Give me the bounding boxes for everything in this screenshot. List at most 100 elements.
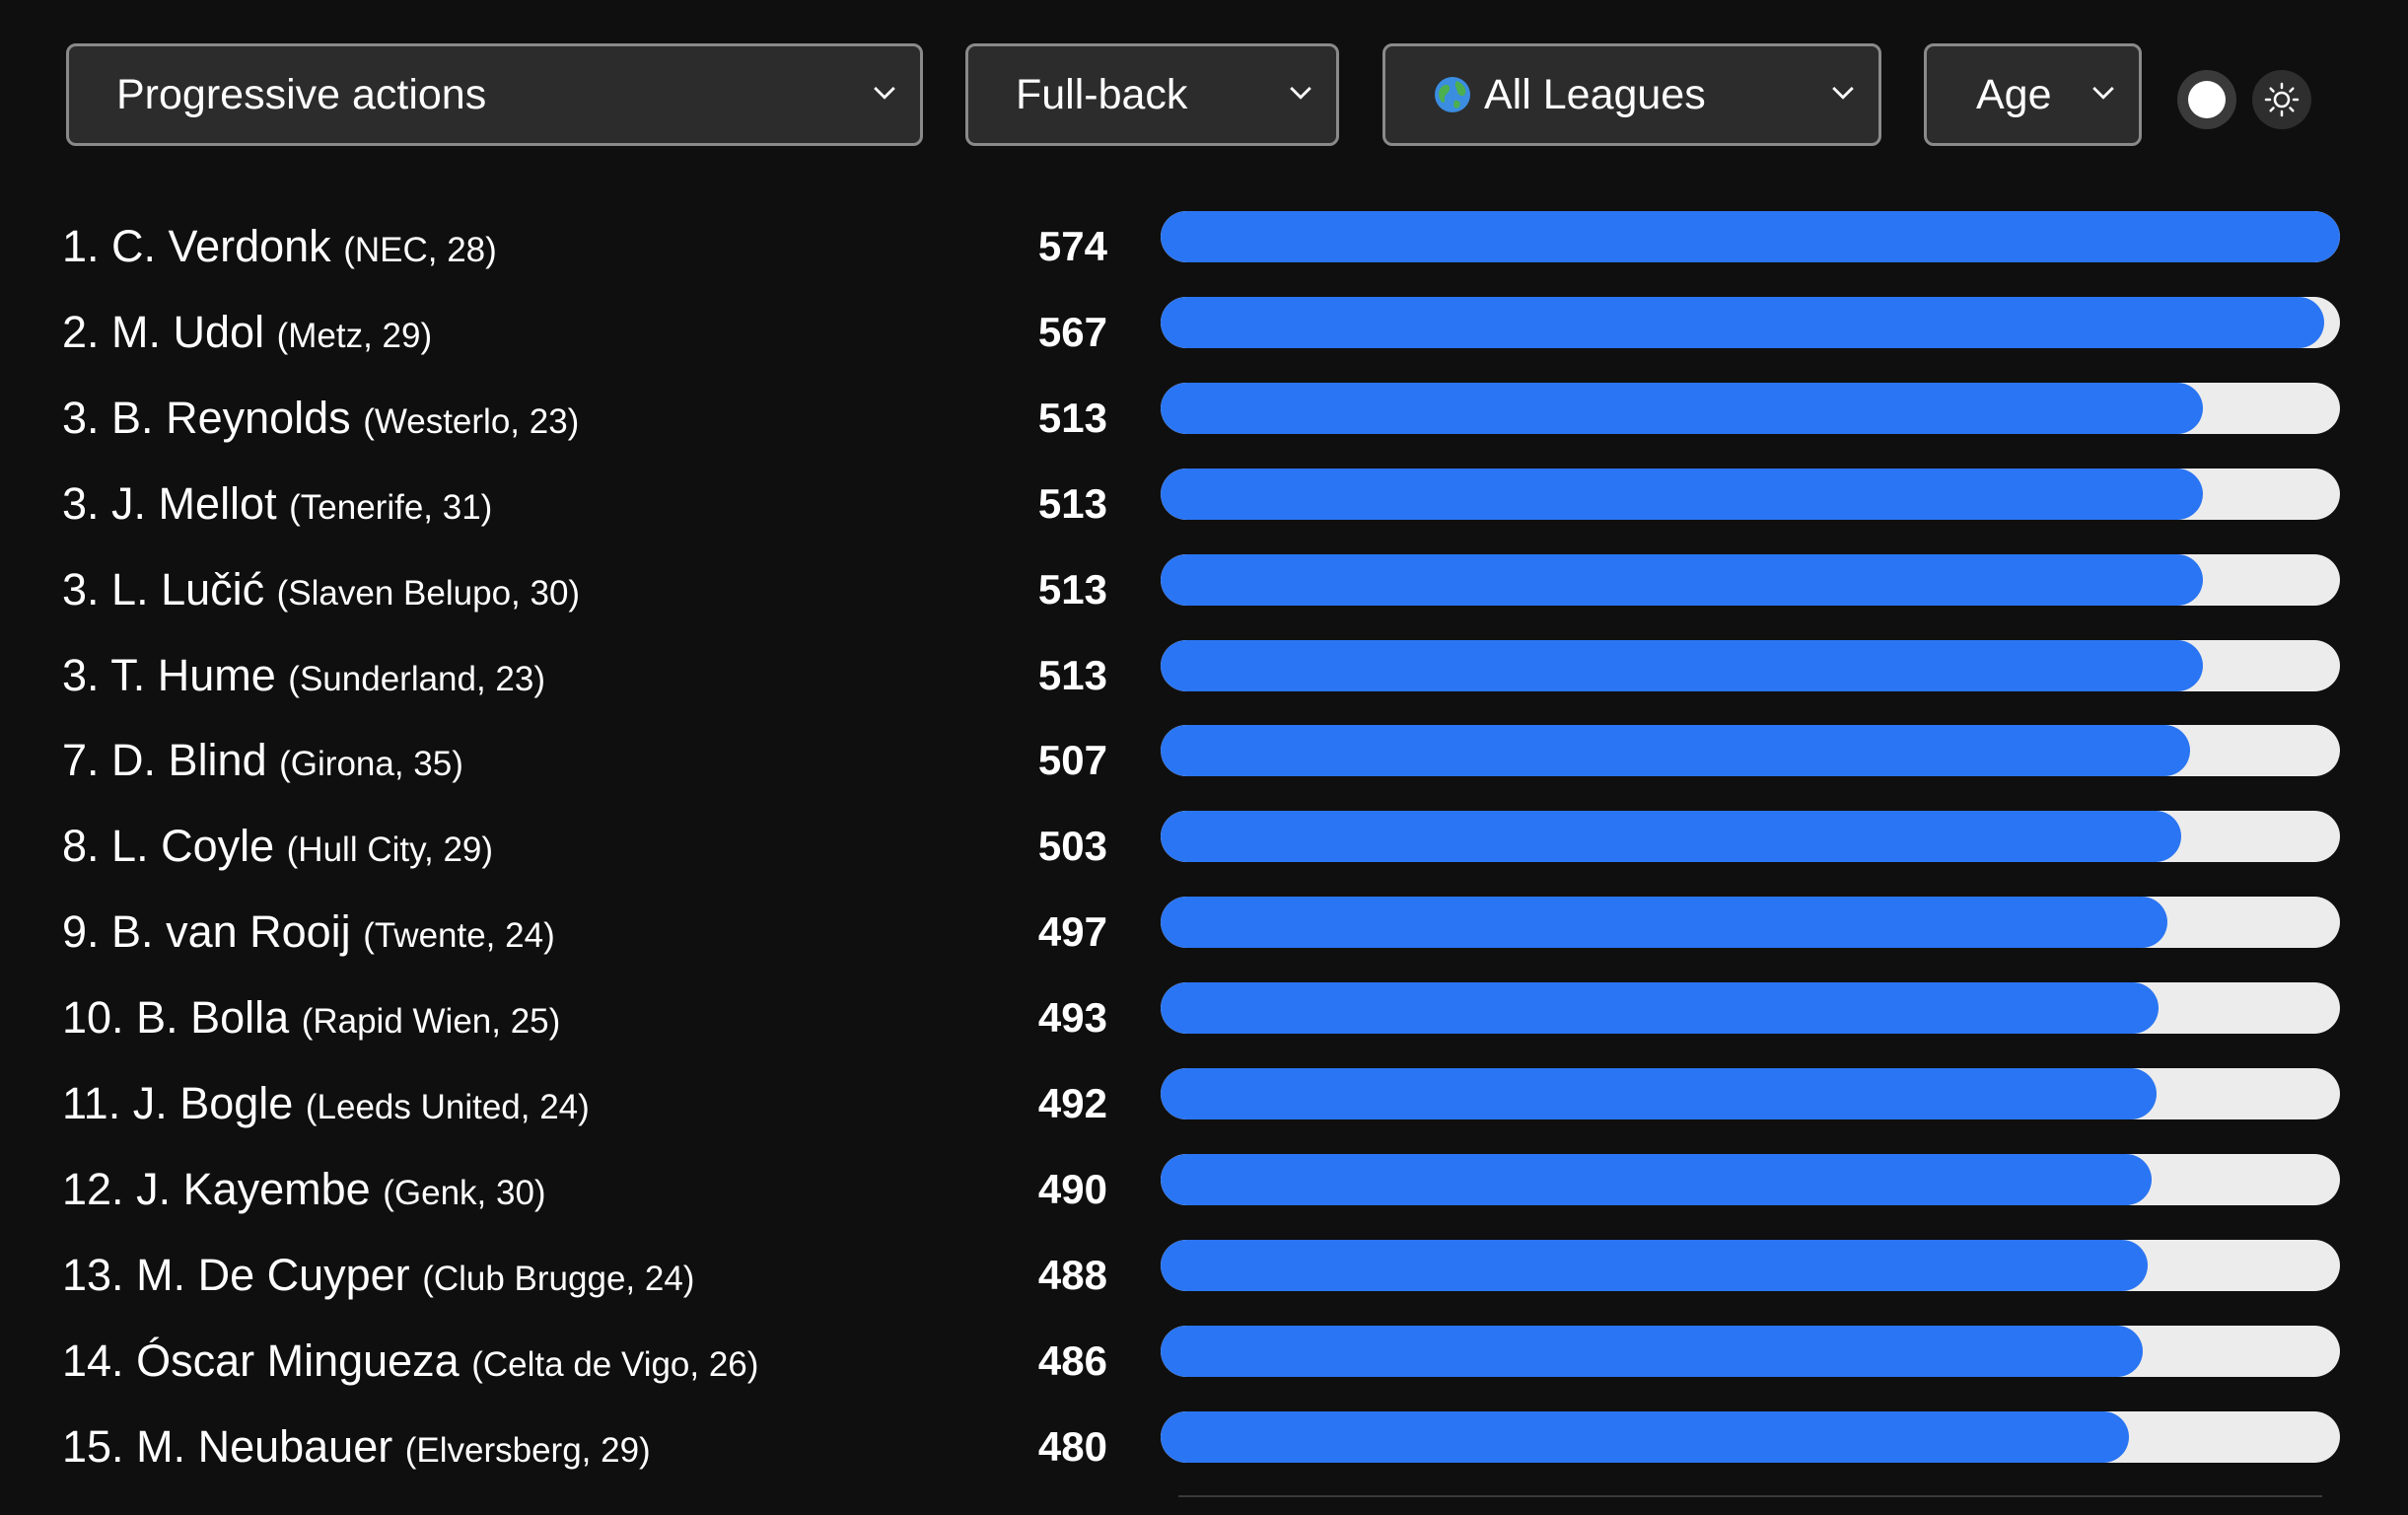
value-bar-track: [1161, 982, 2340, 1035]
sort-select[interactable]: Age: [1924, 43, 2142, 146]
sort-select-value: Age: [1976, 70, 2052, 118]
player-club-age: (Girona, 35): [279, 745, 463, 784]
value-bar-track: [1161, 639, 2340, 691]
player-value: 513: [1037, 479, 1107, 527]
player-row[interactable]: 1. C. Verdonk (NEC, 28) 574: [0, 207, 2408, 292]
player-value: 492: [1037, 1080, 1107, 1126]
player-row[interactable]: 11. J. Bogle (Leeds United, 24) 492: [0, 1064, 2408, 1149]
chevron-down-icon: [2092, 87, 2114, 100]
player-club-age: (Hull City, 29): [286, 830, 494, 870]
value-bar-fill: [1161, 553, 2204, 606]
player-row[interactable]: 3. T. Hume (Sunderland, 23) 513: [0, 636, 2408, 721]
chevron-down-icon: [874, 87, 895, 100]
value-bar-track: [1161, 1068, 2340, 1119]
player-label: 1. C. Verdonk (NEC, 28): [62, 221, 497, 272]
player-label: 2. M. Udol (Metz, 29): [62, 307, 432, 358]
position-select[interactable]: Full-back: [965, 43, 1339, 146]
player-value: 493: [1037, 994, 1107, 1042]
value-bar-fill: [1161, 725, 2190, 777]
player-value: 486: [1037, 1336, 1107, 1384]
player-label: 11. J. Bogle (Leeds United, 24): [62, 1078, 590, 1129]
player-row[interactable]: 12. J. Kayembe (Genk, 30) 490: [0, 1150, 2408, 1235]
player-row[interactable]: 2. M. Udol (Metz, 29) 567: [0, 293, 2408, 378]
player-club-age: (Twente, 24): [363, 916, 555, 956]
player-name: C. Verdonk: [111, 221, 331, 271]
player-name: M. Udol: [111, 306, 265, 357]
value-bar-fill: [1161, 1325, 2144, 1377]
player-rank: 15.: [62, 1420, 124, 1472]
metric-select-value: Progressive actions: [116, 70, 487, 118]
player-rank: 1.: [62, 221, 100, 271]
value-bar-track: [1161, 1410, 2340, 1463]
player-row[interactable]: 3. B. Reynolds (Westerlo, 23) 513: [0, 379, 2408, 464]
player-rank: 11.: [62, 1078, 121, 1128]
player-club-age: (NEC, 28): [343, 231, 497, 269]
player-club-age: (Tenerife, 31): [289, 487, 493, 527]
league-select-value: All Leagues: [1484, 70, 1706, 118]
player-row[interactable]: 15. M. Neubauer (Elversberg, 29) 480: [0, 1407, 2408, 1492]
player-value: 503: [1037, 823, 1107, 870]
player-row[interactable]: 9. B. van Rooij (Twente, 24) 497: [0, 893, 2408, 977]
value-bar-track: [1161, 211, 2340, 262]
player-name: B. van Rooij: [111, 906, 351, 958]
player-value: 513: [1037, 565, 1107, 613]
player-name: M. De Cuyper: [136, 1249, 410, 1300]
player-rank: 13.: [62, 1249, 124, 1300]
player-label: 14. Óscar Mingueza (Celta de Vigo, 26): [62, 1335, 758, 1387]
player-row[interactable]: 8. L. Coyle (Hull City, 29) 503: [0, 807, 2408, 892]
player-rank: 14.: [62, 1335, 124, 1386]
value-bar-track: [1161, 811, 2340, 863]
value-bar-track: [1161, 725, 2340, 777]
list-divider: [1178, 1495, 2322, 1497]
player-name: J. Bogle: [132, 1078, 294, 1128]
value-bar-track: [1161, 1325, 2340, 1377]
toggle-knob: [2188, 81, 2226, 118]
player-label: 3. L. Lučić (Slaven Belupo, 30): [62, 564, 580, 615]
player-name: Óscar Mingueza: [136, 1335, 460, 1386]
value-bar-track: [1161, 553, 2340, 606]
player-rank: 8.: [62, 821, 100, 872]
player-row[interactable]: 3. L. Lučić (Slaven Belupo, 30) 513: [0, 550, 2408, 635]
chevron-down-icon: [1290, 87, 1311, 100]
player-rank: 3.: [62, 392, 100, 443]
player-rank: 3.: [62, 477, 100, 529]
player-label: 12. J. Kayembe (Genk, 30): [62, 1164, 546, 1215]
player-club-age: (Genk, 30): [383, 1173, 546, 1212]
player-label: 15. M. Neubauer (Elversberg, 29): [62, 1421, 651, 1473]
player-value: 488: [1037, 1251, 1107, 1298]
player-rank: 10.: [62, 992, 124, 1044]
player-name: T. Hume: [110, 649, 276, 700]
player-label: 3. B. Reynolds (Westerlo, 23): [62, 393, 579, 444]
player-label: 9. B. van Rooij (Twente, 24): [62, 906, 555, 958]
player-value: 567: [1037, 308, 1107, 355]
player-rank: 3.: [62, 563, 100, 614]
player-club-age: (Westerlo, 23): [363, 401, 580, 441]
player-label: 13. M. De Cuyper (Club Brugge, 24): [62, 1250, 694, 1301]
player-row[interactable]: 3. J. Mellot (Tenerife, 31) 513: [0, 465, 2408, 549]
player-rank: 2.: [62, 306, 100, 357]
value-bar-fill: [1161, 296, 2325, 348]
player-club-age: (Metz, 29): [276, 316, 433, 355]
player-club-age: (Sunderland, 23): [288, 659, 546, 698]
player-row[interactable]: 7. D. Blind (Girona, 35) 507: [0, 721, 2408, 806]
player-rank: 3.: [62, 649, 100, 700]
player-name: B. Bolla: [136, 992, 290, 1044]
display-toggle[interactable]: [2177, 70, 2236, 129]
player-row[interactable]: 14. Óscar Mingueza (Celta de Vigo, 26) 48…: [0, 1322, 2408, 1407]
player-rank: 12.: [62, 1163, 124, 1214]
player-label: 8. L. Coyle (Hull City, 29): [62, 821, 493, 872]
value-bar-track: [1161, 296, 2340, 348]
player-row[interactable]: 10. B. Bolla (Rapid Wien, 25) 493: [0, 978, 2408, 1063]
sun-icon: [2264, 82, 2300, 117]
player-name: D. Blind: [111, 735, 267, 786]
metric-select[interactable]: Progressive actions: [66, 43, 923, 146]
player-name: J. Mellot: [111, 477, 277, 529]
player-value: 480: [1037, 1422, 1107, 1470]
player-club-age: (Club Brugge, 24): [422, 1259, 695, 1298]
player-club-age: (Leeds United, 24): [305, 1088, 590, 1126]
value-bar-track: [1161, 897, 2340, 949]
filter-toolbar: Progressive actions Full-back All League…: [0, 0, 2408, 158]
league-select[interactable]: All Leagues: [1382, 43, 1881, 146]
player-row[interactable]: 13. M. De Cuyper (Club Brugge, 24) 488: [0, 1236, 2408, 1321]
theme-toggle-button[interactable]: [2252, 70, 2311, 129]
